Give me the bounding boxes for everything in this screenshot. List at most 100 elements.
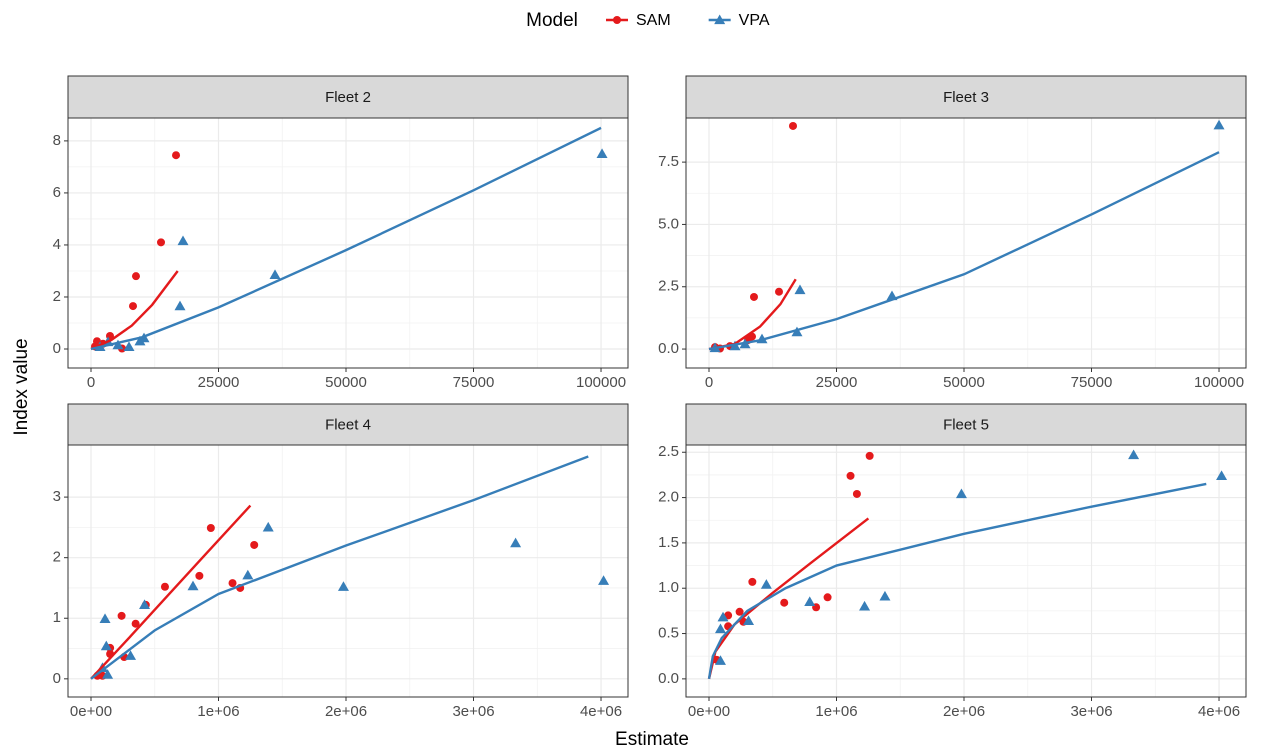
legend-label: SAM (636, 12, 671, 29)
y-tick-label: 0.5 (658, 625, 679, 642)
y-tick-label: 3 (53, 488, 61, 505)
point (262, 521, 274, 532)
point (879, 590, 891, 601)
y-tick-label: 2 (53, 549, 61, 566)
y-axis-label: Index value (11, 338, 32, 435)
point (187, 580, 199, 591)
point (598, 575, 610, 585)
point (102, 669, 114, 679)
point (823, 593, 832, 602)
point (250, 540, 259, 549)
point (743, 615, 755, 625)
x-tick-label: 50000 (943, 374, 985, 391)
y-tick-label: 1.5 (658, 534, 679, 551)
legend-title: Model (526, 10, 578, 31)
x-tick-label: 2e+06 (943, 703, 985, 720)
y-tick-label: 5.0 (658, 215, 679, 232)
x-tick-label: 0e+00 (70, 703, 112, 720)
y-tick-label: 7.5 (658, 153, 679, 170)
x-tick-label: 2e+06 (325, 703, 367, 720)
point (157, 238, 166, 247)
point (177, 235, 189, 246)
x-tick-label: 25000 (816, 374, 858, 391)
point (510, 537, 522, 548)
fit-line (707, 517, 870, 680)
point (337, 581, 349, 591)
panel-title: Fleet 4 (325, 416, 371, 433)
point (789, 121, 798, 130)
fit-line (90, 270, 179, 351)
x-tick-label: 50000 (325, 374, 367, 391)
point (131, 272, 140, 281)
point (791, 326, 803, 337)
point (714, 655, 726, 665)
point (760, 579, 772, 589)
point (129, 302, 138, 311)
x-tick-label: 3e+06 (452, 703, 494, 720)
point (780, 598, 789, 607)
x-tick-label: 0 (705, 374, 713, 391)
strip (67, 75, 629, 119)
fit-line (90, 126, 602, 351)
y-tick-label: 1 (53, 609, 61, 626)
point (794, 284, 806, 295)
y-tick-label: 0.0 (658, 340, 679, 357)
y-tick-label: 2.5 (658, 443, 679, 460)
point (99, 613, 111, 623)
point (859, 600, 871, 611)
point (852, 489, 861, 498)
x-tick-label: 25000 (198, 374, 240, 391)
point (714, 623, 726, 634)
point (228, 579, 237, 588)
point (206, 523, 215, 532)
y-tick-label: 4 (53, 236, 61, 253)
point (596, 148, 608, 159)
point (1216, 470, 1228, 480)
point (613, 16, 621, 24)
point (865, 451, 874, 460)
point (846, 471, 855, 480)
point (195, 571, 204, 580)
panel-background (686, 445, 1246, 697)
y-tick-label: 0 (53, 340, 61, 357)
point (172, 151, 181, 160)
x-axis-label: Estimate (615, 729, 689, 750)
point (1128, 449, 1140, 460)
point (955, 488, 967, 499)
point (117, 611, 126, 620)
panel-background (68, 445, 628, 697)
point (775, 287, 784, 296)
point (714, 14, 726, 25)
strip (67, 403, 629, 446)
point (749, 292, 758, 301)
point (748, 577, 757, 586)
x-tick-label: 75000 (453, 374, 495, 391)
x-tick-label: 75000 (1071, 374, 1113, 391)
y-tick-label: 0.0 (658, 670, 679, 687)
y-tick-label: 8 (53, 132, 61, 149)
x-tick-label: 0 (87, 374, 95, 391)
point (139, 599, 151, 610)
point (269, 269, 281, 279)
point (1213, 119, 1225, 130)
fit-line (708, 151, 1220, 351)
point (735, 607, 744, 616)
point (100, 640, 112, 651)
panel-title: Fleet 3 (943, 89, 989, 106)
x-tick-label: 4e+06 (1198, 703, 1240, 720)
panel-background (686, 118, 1246, 368)
x-tick-label: 100000 (576, 374, 626, 391)
point (131, 619, 140, 628)
panel-title: Fleet 2 (325, 89, 371, 106)
x-tick-label: 100000 (1194, 374, 1244, 391)
y-tick-label: 6 (53, 184, 61, 201)
y-tick-label: 2.5 (658, 278, 679, 295)
point (717, 611, 729, 622)
point (804, 596, 816, 606)
point (112, 339, 124, 350)
y-tick-label: 2.0 (658, 489, 679, 506)
x-tick-label: 1e+06 (815, 703, 857, 720)
fit-line (90, 504, 252, 680)
